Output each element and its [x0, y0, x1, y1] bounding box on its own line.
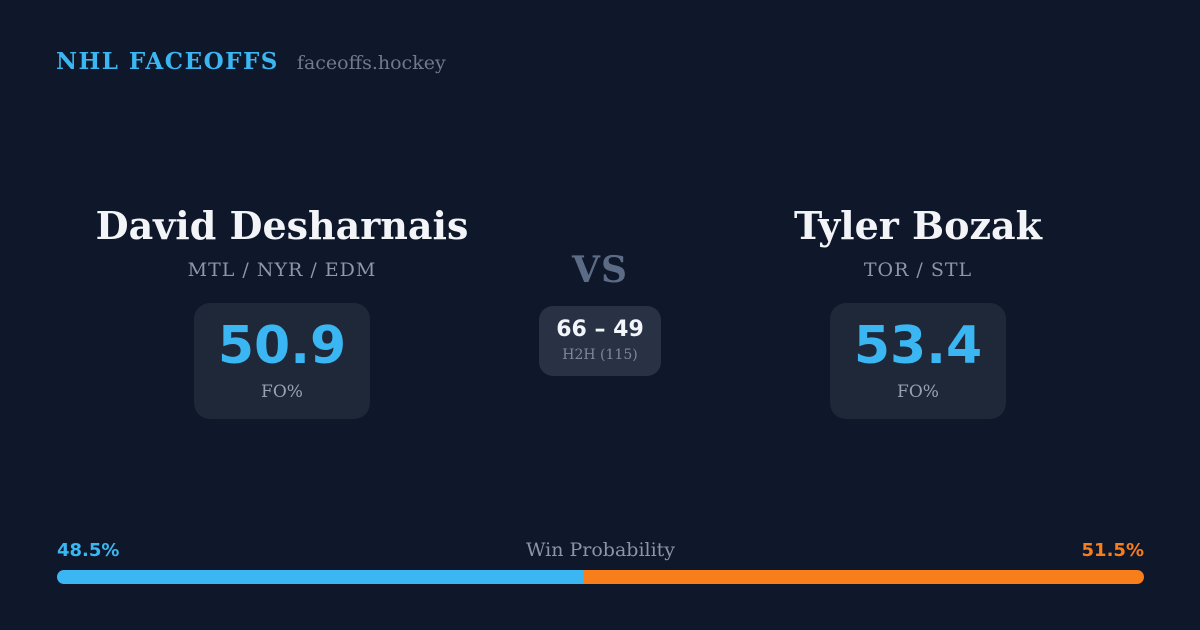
player1-fo-box: 50.9 FO% — [194, 302, 370, 419]
player2-name: Tyler Bozak — [793, 203, 1043, 248]
header: NHL FACEOFFS faceoffs.hockey — [56, 48, 446, 75]
player2-fo-value: 53.4 — [853, 315, 983, 376]
player1-fo-label: FO% — [261, 381, 303, 402]
win-prob-bar-right-segment — [584, 570, 1144, 584]
win-prob-left-pct: 48.5% — [57, 540, 120, 561]
win-prob-bar-left-segment — [57, 570, 585, 584]
player2-teams: TOR / STL — [863, 258, 973, 281]
player1-column: David Desharnais MTL / NYR / EDM 50.9 FO… — [72, 205, 492, 419]
brand-title: NHL FACEOFFS — [56, 48, 279, 75]
player1-name: David Desharnais — [95, 203, 469, 248]
player2-fo-box: 53.4 FO% — [830, 302, 1006, 419]
player2-column: Tyler Bozak TOR / STL 53.4 FO% — [708, 205, 1128, 419]
h2h-label: H2H (115) — [562, 347, 638, 363]
win-prob-bar — [57, 570, 1144, 584]
win-probability-section: 48.5% Win Probability 51.5% — [57, 539, 1144, 584]
h2h-score: 66 – 49 — [556, 317, 644, 342]
player1-fo-value: 50.9 — [217, 315, 347, 376]
vs-column: VS 66 – 49 H2H (115) — [500, 205, 700, 376]
h2h-box: 66 – 49 H2H (115) — [539, 306, 661, 376]
player1-teams: MTL / NYR / EDM — [187, 258, 377, 281]
vs-label: VS — [572, 249, 628, 291]
win-probability-labels: 48.5% Win Probability 51.5% — [57, 539, 1144, 561]
site-url: faceoffs.hockey — [296, 52, 446, 74]
win-prob-title: Win Probability — [525, 539, 676, 561]
win-prob-right-pct: 51.5% — [1081, 540, 1144, 561]
player2-fo-label: FO% — [897, 381, 939, 402]
